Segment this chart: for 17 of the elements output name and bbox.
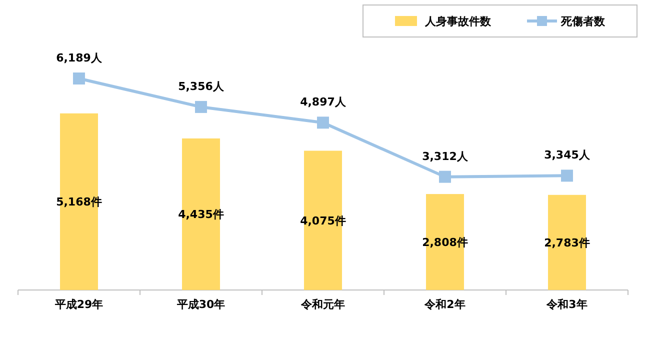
legend-label: 人身事故件数: [424, 15, 492, 28]
legend-label: 死傷者数: [560, 15, 606, 28]
data-label: 3,345人: [544, 148, 591, 162]
x-tick-label: 令和2年: [424, 298, 466, 311]
point: [439, 170, 451, 183]
data-label: 5,356人: [178, 80, 225, 93]
data-label: 6,189人: [56, 51, 103, 64]
point: [561, 170, 573, 182]
x-tick-label: 平成30年: [176, 298, 226, 311]
x-tick-label: 令和3年: [546, 298, 588, 311]
x-tick-label: 平成29年: [54, 298, 104, 311]
point: [317, 116, 329, 129]
point: [195, 100, 207, 113]
point: [73, 72, 85, 84]
x-tick-label: 令和元年: [300, 298, 345, 311]
data-label: 3,312人: [422, 150, 469, 163]
data-label: 4,897人: [300, 96, 347, 109]
